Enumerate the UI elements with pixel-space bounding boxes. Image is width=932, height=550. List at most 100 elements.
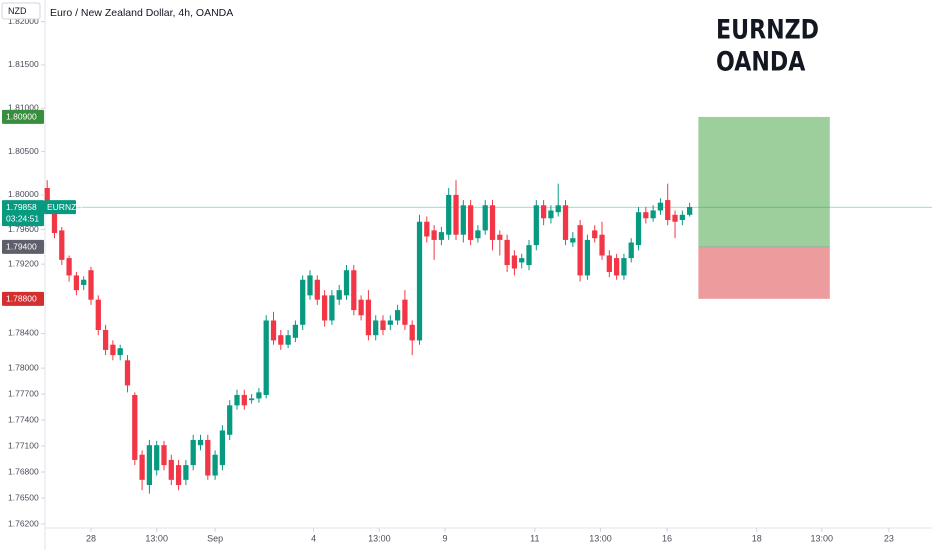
candle-body [548, 210, 554, 219]
candle-body [453, 194, 459, 235]
candle-body [197, 439, 204, 446]
y-tick-label: 1.82000 [8, 16, 39, 26]
candle-body [161, 445, 167, 466]
y-tick-label: 1.76800 [8, 466, 39, 476]
watermark-broker: OANDA [716, 46, 805, 78]
candle-body [373, 320, 379, 336]
candle-body [613, 258, 620, 276]
x-tick-label: 13:00 [368, 533, 391, 543]
stop-label-box [2, 291, 44, 306]
candle-body [665, 200, 671, 220]
stop-label: 1.78800 [6, 294, 37, 304]
candle-body [686, 207, 693, 215]
candle-body [446, 194, 452, 235]
x-tick-label: 16 [662, 533, 672, 543]
candle-body [584, 239, 591, 276]
y-tick-label: 1.81000 [8, 103, 39, 113]
y-tick-label: 1.77100 [8, 440, 39, 450]
x-tick-label: 11 [530, 533, 539, 543]
y-tick-label: 1.76500 [8, 492, 39, 502]
candle-body [497, 234, 503, 240]
candle-body [570, 238, 576, 243]
candle-body [533, 205, 539, 246]
candle-body [394, 310, 401, 321]
x-tick-label: 13:00 [145, 533, 168, 543]
axis-labels: 1.76200 1.76500 1.76800 1.77100 1.77400 1.777… [2, 16, 894, 543]
x-tick-label: 4 [311, 533, 316, 543]
candle-body [321, 295, 328, 321]
candle-body [102, 329, 109, 350]
entry-label-box [2, 239, 44, 254]
candle-body [205, 439, 211, 476]
candle-body [248, 398, 255, 401]
candle-body [139, 454, 145, 480]
candle-body [241, 394, 247, 406]
y-tick-label: 1.80000 [8, 189, 39, 199]
candle-body [270, 320, 277, 341]
x-tick-label: 18 [752, 533, 762, 543]
candle-body [519, 258, 525, 263]
candle-body [475, 230, 481, 239]
candle-body [314, 279, 320, 300]
x-tick-label: 28 [86, 533, 96, 543]
watermark-symbol: EURNZD [716, 14, 819, 46]
candle-body [489, 205, 496, 240]
candle-body [183, 465, 189, 480]
x-tick-label: 23 [884, 533, 894, 543]
loss-zone [698, 246, 830, 299]
candle-body [577, 225, 583, 276]
candle-body [117, 348, 123, 356]
candle-body [212, 454, 218, 476]
candle-body [88, 270, 94, 300]
candle-body [51, 205, 58, 233]
candle-body [365, 299, 372, 336]
entry-label: 1.79400 [6, 242, 37, 252]
candle-body [416, 221, 423, 341]
candle-body [227, 405, 233, 435]
x-tick-label: 13:00 [589, 533, 612, 543]
candle-body [460, 205, 466, 235]
symbol-box [44, 200, 76, 215]
candle-body [592, 230, 598, 239]
candle-body [526, 245, 532, 266]
y-tick-label: 1.81500 [8, 59, 39, 69]
candle-body [95, 299, 101, 330]
candle-body [657, 202, 664, 211]
target-label-box [2, 109, 44, 124]
candle-body [672, 214, 678, 222]
candle-body [146, 445, 153, 486]
x-tick-label: 13:00 [810, 533, 833, 543]
bar-countdown: 03:24:51 [6, 213, 39, 223]
candle-body [635, 212, 642, 246]
candle-body [300, 279, 306, 325]
candle-body [329, 295, 335, 321]
candle-body [73, 275, 80, 291]
candle-body [621, 258, 627, 276]
candle-body [351, 270, 357, 311]
candle-body [540, 205, 547, 219]
x-tick-label: Sep [207, 533, 223, 543]
y-tick-label: 1.80500 [8, 146, 39, 156]
candle-body [190, 439, 196, 466]
candle-body [132, 394, 138, 460]
candle-body [628, 242, 634, 259]
candle-body [343, 270, 350, 296]
currency-box[interactable] [1, 2, 41, 20]
candle-body [555, 205, 561, 213]
candle-body [424, 221, 430, 237]
candle-body [650, 210, 656, 219]
candle-body [256, 392, 262, 399]
candle-body [234, 394, 240, 406]
y-tick-label: 1.79600 [8, 224, 39, 234]
candle-body [387, 320, 393, 325]
candle-body [336, 290, 342, 300]
candle-body [409, 324, 415, 341]
x-tick-label: 9 [443, 533, 448, 543]
candle-body [358, 299, 364, 316]
candle-body [292, 324, 299, 338]
candle-body [307, 275, 313, 296]
candle-body [285, 335, 291, 345]
candle-body [263, 320, 269, 395]
candle-body [59, 230, 65, 260]
